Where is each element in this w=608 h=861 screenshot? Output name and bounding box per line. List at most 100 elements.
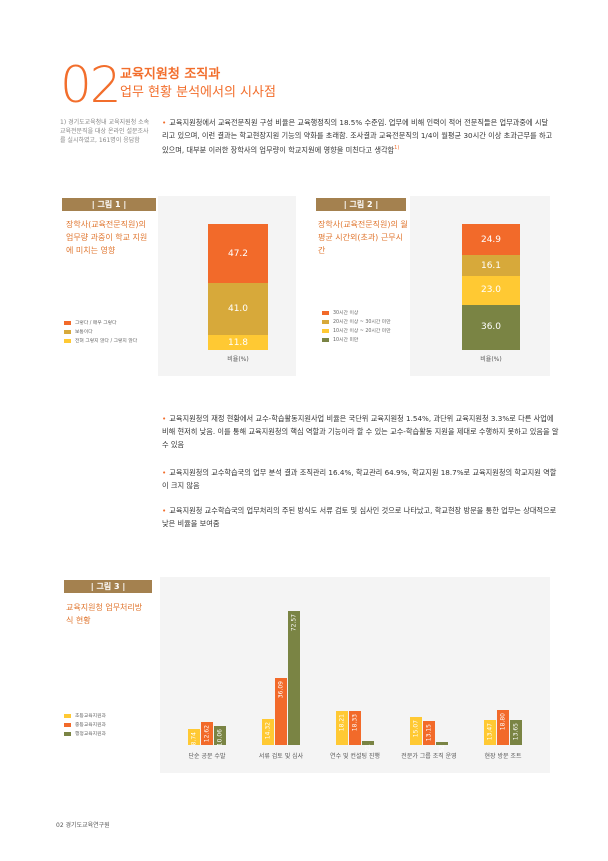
figure-3-legend-label: 중등교육지원과 [75,723,106,728]
chapter-number: 02 [60,56,122,114]
intro-paragraph: • 교육지원청에서 교육전문직원 구성 비율은 교육행정직의 18.5% 수준임.… [162,118,553,155]
figure-3-bar-label: 13.47 [486,723,494,741]
figure-1-panel: | 그림 1 | 장학사(교육전문직원)의 업무량 과중이 학교 지원에 미치는… [60,196,296,376]
figure-3-bar-label: 13.65 [512,722,520,740]
figure-2-legend-swatch [322,319,329,324]
figure-3-bar-label: 36.09 [277,681,285,699]
figure-3-bar: 18.33 [349,711,361,745]
figure-2-legend: 30시간 이상 20시간 이상 ~ 30시간 미만 10시간 이상 ~ 20시간 미… [322,308,391,344]
figure-2-legend-swatch [322,310,329,315]
figure-2-panel: | 그림 2 | 장학사(교육전문직원)의 월 평균 시간외(초과) 근무시간 … [314,196,550,376]
intro-text: 교육지원청에서 교육전문직원 구성 비율은 교육행정직의 18.5% 수준임. … [162,118,553,155]
figure-1-legend-label: 전혀 그렇지 않다 / 그렇지 않다 [75,339,138,344]
figure-2-legend-label: 10시간 미만 [333,338,359,343]
figure-3-bar-label: 14.32 [264,721,272,739]
chapter-title-1: 교육지원청 조직과 [120,67,221,82]
figure-3-bar-label: 18.33 [351,714,359,732]
figure-2-legend-label: 20시간 이상 ~ 30시간 미만 [333,320,391,325]
figure-1-xlabel: 비율(%) [227,356,249,363]
figure-3-legend-item: 행정교육지원과 [64,729,106,738]
figure-2-legend-swatch [322,328,329,333]
figure-3-bar: 72.57 [288,610,300,745]
figure-2-legend-swatch [322,337,329,342]
figure-1-tag: | 그림 1 | [62,198,156,211]
figure-2-title: 장학사(교육전문직원)의 월 평균 시간외(초과) 근무시간 [318,220,408,255]
figure-2-bars: 24.9 16.1 23.0 36.0 [462,224,520,350]
figure-2-legend-label: 10시간 이상 ~ 20시간 미만 [333,329,391,334]
figure-3-bar-label: 8.74 [190,731,198,746]
figure-1-legend-swatch [64,338,71,343]
bullet-3-text: 교육지원청 교수학습국의 업무처리의 주된 방식도 서류 검토 및 심사인 것으… [162,506,557,528]
figure-3-bar-label: 15.07 [412,720,420,738]
figure-2-bar-segment: 24.9 [462,224,520,256]
figure-3-bar: 13.47 [484,720,496,745]
figure-3-legend-label: 초등교육지원과 [75,714,106,719]
figure-2-tag: | 그림 2 | [316,198,406,211]
figure-1-legend-item: 전혀 그렇지 않다 / 그렇지 않다 [64,336,137,345]
figure-1-bar-segment: 11.8 [208,335,268,350]
figure-3-xlabels: 단순 공문 수발 서류 검토 및 심사 연수 및 컨설팅 진행 전문가 그룹 조직 운… [170,751,540,763]
figure-2-bar-segment: 23.0 [462,275,520,305]
figure-3-bar: 12.62 [201,721,213,745]
figure-1-legend-item: 보통이다 [64,327,137,336]
figure-1-title: 장학사(교육전문직원)의 업무량 과중이 학교 지원에 미치는 영향 [66,220,148,255]
figure-3-bar: 10.06 [214,726,226,747]
figure-3-bar: 13.65 [510,719,522,745]
figure-2-legend-item: 20시간 이상 ~ 30시간 미만 [322,317,391,326]
figure-1-legend-label: 보통이다 [75,330,93,335]
figure-3-xtick-label: 연수 및 컨설팅 진행 [330,753,380,760]
figure-3-xtick-label: 서류 검토 및 심사 [258,753,304,760]
figure-3-bar: 2.21 [362,740,374,757]
figure-2-legend-item: 10시간 미만 [322,335,391,344]
figure-1-legend-item: 그렇다 / 매우 그렇다 [64,318,137,327]
figure-1-bar-segment: 41.0 [208,283,268,336]
bullet-2-text: 교육지원청의 교수학습국의 업무 분석 결과 조직관리 16.4%, 학교관리 … [162,468,557,490]
figure-3-bar: 13.15 [423,720,435,745]
figure-2-xlabel: 비율(%) [480,356,502,363]
figure-3-xtick-label: 현장 방문 조트 [484,753,522,760]
figure-3-bar-label: 18.80 [499,713,507,731]
figure-3-bar: 36.09 [275,678,287,745]
bullet-1: • 교육지원청의 재정 현황에서 교수-학습활동지원사업 비율은 국단위 교육지원… [162,414,559,449]
figure-1-bars: 47.2 41.0 11.8 [208,224,268,350]
figure-2-bar-segment: 36.0 [462,304,520,350]
figure-1-legend-label: 그렇다 / 매우 그렇다 [75,321,117,326]
figure-2-legend-item: 30시간 이상 [322,308,391,317]
bullet-1-text: 교육지원청의 재정 현황에서 교수-학습활동지원사업 비율은 국단위 교육지원청… [162,414,559,449]
chapter-title-2: 업무 현황 분석에서의 시사점 [120,85,276,100]
figure-3-legend-swatch [64,722,71,727]
figure-3-bar: 14.32 [262,718,274,745]
figure-1-legend-swatch [64,320,71,325]
figure-3-bar-label: 72.57 [290,613,298,631]
figure-3-tag: | 그림 3 | [64,580,152,593]
figure-1-legend-swatch [64,329,71,334]
figure-3-bar: 18.80 [497,710,509,745]
figure-3-bars: 8.74 12.62 10.06 14.32 36.09 72.57 18.21 18.33 2… [170,597,540,759]
figure-3-bar: 15.07 [410,717,422,745]
intro-sup: 1) [394,145,400,151]
figure-3-legend-item: 중등교육지원과 [64,720,106,729]
bullet-2: • 교육지원청의 교수학습국의 업무 분석 결과 조직관리 16.4%, 학교관리… [162,468,557,490]
figure-3-xtick-label: 단순 공문 수발 [188,753,226,760]
figure-3-legend-item: 초등교육지원과 [64,711,106,720]
figure-1-bar-segment: 47.2 [208,224,268,284]
figure-3-xtick-label: 전문가 그룹 조직 운영 [401,753,457,760]
figure-3-legend-label: 행정교육지원과 [75,732,106,737]
bullet-3: • 교육지원청 교수학습국의 업무처리의 주된 방식도 서류 검토 및 심사인 것… [162,506,557,528]
footnote: 1) 경기도교육청내 교육지원청 소속 교육전문직을 대상 온라인 설문조사를 … [60,119,150,144]
figure-3-bar-label: 13.15 [425,723,433,741]
figure-3-legend-swatch [64,713,71,718]
figure-3-bar: 1.52 [436,742,448,759]
figure-3-legend-swatch [64,731,71,736]
figure-3-title: 교육지원청 업무처리방식 현황 [66,603,143,625]
figure-3-bar: 8.74 [188,728,200,746]
figure-2-bar-segment: 16.1 [462,255,520,276]
figure-2-legend-item: 10시간 이상 ~ 20시간 미만 [322,326,391,335]
figure-3-bar: 18.21 [336,711,348,745]
figure-3-bar-label: 18.21 [338,714,346,732]
figure-3-bar-label: 12.62 [203,724,211,742]
figure-3-panel: | 그림 3 | 교육지원청 업무처리방식 현황 8.74 12.62 10.06 1… [60,577,550,773]
figure-2-legend-label: 30시간 이상 [333,311,359,316]
